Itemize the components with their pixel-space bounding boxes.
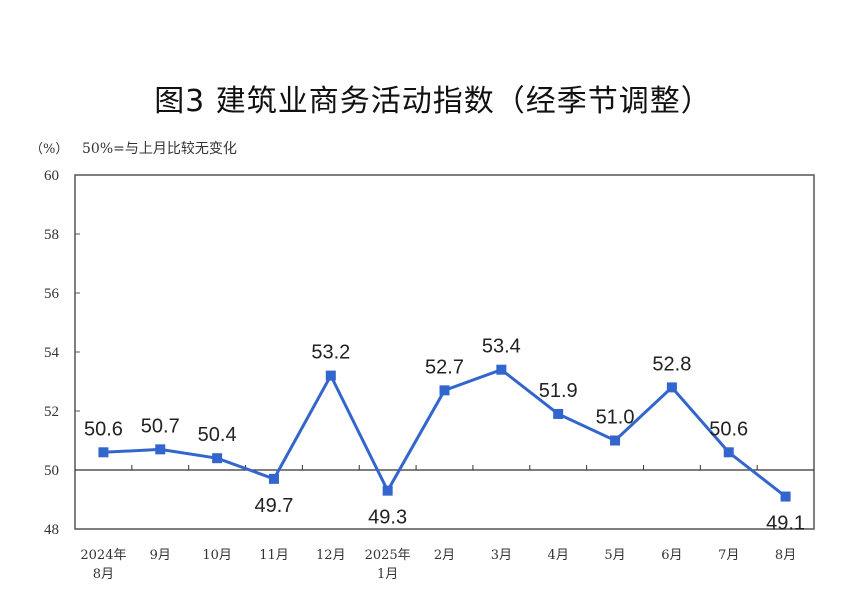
data-point-marker	[382, 485, 393, 496]
y-tick-label: 56	[44, 286, 60, 302]
data-label: 50.4	[198, 424, 237, 446]
x-tick-label: 9月	[150, 548, 171, 563]
data-label: 49.1	[766, 513, 805, 535]
x-tick-label: 4月	[548, 548, 569, 563]
reference-line-50	[75, 465, 814, 471]
data-point-marker	[98, 447, 109, 458]
data-label: 51.9	[539, 380, 578, 402]
data-label: 50.7	[141, 415, 180, 437]
x-tick-label: 2025年	[365, 548, 411, 563]
data-point-marker	[780, 491, 791, 502]
x-tick-label: 5月	[604, 548, 625, 563]
data-point-marker	[155, 444, 166, 455]
data-label: 52.7	[425, 356, 464, 378]
y-tick-label: 48	[44, 522, 59, 538]
data-series: 50.6 50.7 50.4 49.7 53.2 49.3 52.7 53.4 51.9 51.0…	[84, 336, 805, 535]
data-label: 52.8	[652, 353, 691, 375]
data-label: 53.2	[311, 342, 350, 364]
x-tick-label: 8月	[775, 548, 796, 563]
x-tick-label: 12月	[316, 548, 346, 563]
data-point-marker	[325, 370, 336, 381]
y-tick-label: 54	[44, 345, 60, 361]
x-tick-label: 1月	[377, 567, 398, 582]
data-label: 53.4	[482, 336, 521, 358]
x-tick-label: 3月	[491, 548, 512, 563]
x-tick-label: 10月	[202, 548, 232, 563]
data-point-marker	[212, 453, 223, 464]
data-point-marker	[439, 385, 450, 396]
chart-note: 50%=与上月比较无变化	[82, 141, 237, 157]
x-tick-label: 2月	[434, 548, 455, 563]
data-point-marker	[496, 364, 507, 375]
y-axis-unit-label: （%）	[30, 142, 69, 157]
data-point-marker	[553, 408, 564, 419]
plot-area-border	[74, 174, 815, 530]
data-label: 51.0	[596, 407, 635, 429]
x-tick-label: 7月	[718, 548, 739, 563]
chart-title: 图3 建筑业商务活动指数（经季节调整）	[154, 84, 712, 119]
data-point-marker	[268, 473, 279, 484]
data-label: 49.7	[254, 495, 293, 517]
data-point-marker	[723, 447, 734, 458]
x-tick-label: 8月	[93, 567, 114, 582]
data-point-marker	[666, 382, 677, 393]
data-label: 50.6	[84, 418, 123, 440]
data-label: 50.6	[709, 418, 748, 440]
data-label: 49.3	[368, 507, 407, 529]
y-tick-label: 60	[44, 168, 59, 184]
y-tick-label: 52	[44, 404, 59, 420]
x-axis: 2024年 8月 9月 10月 11月 12月 2025年 1月 2月 3月 4月 5月 6月 7月 8月	[80, 548, 796, 582]
plot-frame	[74, 174, 815, 530]
x-tick-label: 6月	[661, 548, 682, 563]
y-tick-label: 58	[44, 227, 59, 243]
x-tick-label: 2024年	[80, 548, 126, 563]
y-tick-label: 50	[44, 463, 59, 479]
data-point-marker	[610, 435, 621, 446]
x-tick-label: 11月	[259, 548, 289, 563]
